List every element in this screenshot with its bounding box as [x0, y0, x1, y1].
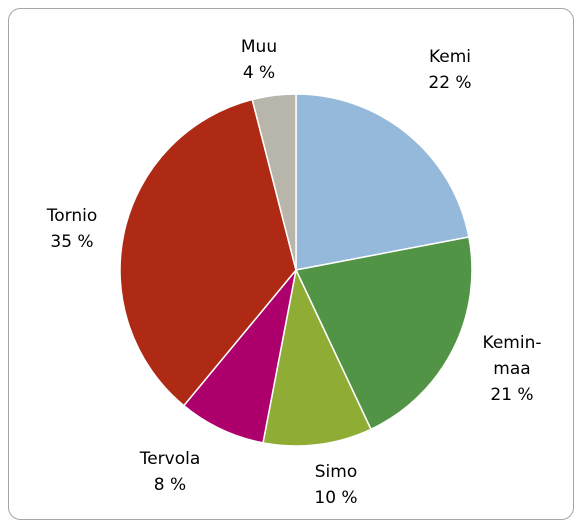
- slice-label: Kemin- maa 21 %: [483, 330, 542, 408]
- category-label: Kemi: [428, 47, 472, 67]
- pie-slice: [294, 236, 473, 431]
- value-label: 21 %: [490, 385, 534, 405]
- pie-slice: [295, 93, 470, 271]
- value-label: 4 %: [242, 63, 276, 83]
- value-label: 22 %: [428, 73, 472, 93]
- value-label: 10 %: [314, 488, 358, 508]
- slice-label: Muu 4 %: [241, 34, 277, 86]
- slice-label: Kemi 22 %: [428, 44, 471, 96]
- category-label: Kemin- maa: [482, 333, 542, 379]
- category-label: Tervola: [139, 449, 201, 469]
- value-label: 35 %: [50, 232, 94, 252]
- category-label: Muu: [240, 37, 278, 57]
- slice-label: Tervola 8 %: [140, 446, 201, 498]
- pie-slice: [262, 267, 372, 447]
- pie-slice: [251, 93, 297, 271]
- pie-slice: [119, 98, 297, 407]
- value-label: 8 %: [153, 475, 187, 495]
- category-label: Simo: [314, 462, 358, 482]
- category-label: Tornio: [46, 206, 98, 226]
- slice-label: Tornio 35 %: [47, 203, 98, 255]
- slice-label: Simo 10 %: [314, 459, 357, 511]
- pie-slice: [182, 269, 297, 444]
